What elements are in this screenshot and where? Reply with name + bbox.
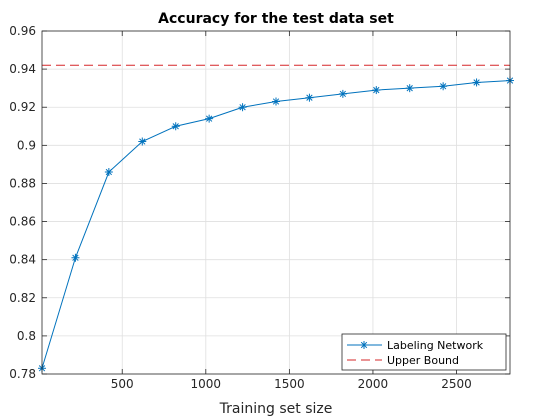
x-tick-label: 1000 [191, 377, 222, 391]
marker-stroke [439, 83, 447, 90]
marker-stroke [105, 168, 113, 176]
y-tick-label: 0.82 [9, 291, 36, 305]
y-tick-label: 0.78 [9, 367, 36, 381]
x-axis-title: Training set size [219, 401, 333, 417]
data-point [305, 93, 314, 102]
legend: Labeling Network Upper Bound [341, 333, 507, 371]
y-tick-label: 0.9 [17, 138, 36, 152]
marker-stroke [406, 85, 413, 92]
legend-items: Labeling Network Upper Bound [347, 339, 484, 367]
legend-label-0: Labeling Network [387, 339, 484, 352]
data-point [405, 84, 414, 93]
legend-marker [360, 341, 368, 349]
series-layer [38, 64, 514, 373]
data-point [104, 168, 113, 177]
x-tick-label: 2500 [441, 377, 472, 391]
data-point [472, 78, 481, 87]
x-tick-label: 2000 [358, 377, 389, 391]
marker-stroke [360, 341, 368, 349]
y-tick-label: 0.94 [9, 62, 36, 76]
data-point [171, 122, 180, 131]
marker-stroke [473, 79, 480, 86]
plot-area [42, 31, 510, 374]
data-point [272, 97, 280, 106]
marker-stroke [306, 94, 313, 101]
y-tick-label: 0.88 [9, 176, 36, 190]
y-tick-label: 0.8 [17, 329, 36, 343]
marker-stroke [205, 115, 213, 122]
data-point [372, 86, 381, 95]
marker-stroke [373, 86, 380, 94]
tick-labels: 500 1000 1500 2000 2500 0.78 0.8 0.82 0.84 0.86 0.… [9, 24, 472, 391]
data-point [138, 137, 147, 146]
marker-stroke [139, 138, 146, 145]
marker-stroke [172, 123, 179, 130]
y-tick-label: 0.86 [9, 215, 36, 229]
legend-label-1: Upper Bound [387, 354, 459, 367]
y-tick-label: 0.96 [9, 24, 36, 38]
marker-stroke [239, 104, 246, 111]
data-point [338, 89, 347, 98]
chart-title: Accuracy for the test data set [158, 11, 394, 27]
x-tick-label: 1500 [274, 377, 305, 391]
data-point [238, 103, 247, 112]
marker-stroke [272, 98, 280, 105]
y-tick-label: 0.84 [9, 253, 36, 267]
data-point [439, 82, 448, 91]
axes-box [41, 30, 511, 375]
data-point [205, 114, 214, 123]
data-point [71, 253, 80, 262]
legend-box [341, 333, 507, 371]
y-tick-label: 0.92 [9, 100, 36, 114]
marker-stroke [339, 90, 347, 98]
x-tick-label: 500 [111, 377, 134, 391]
marker-stroke [72, 254, 79, 261]
